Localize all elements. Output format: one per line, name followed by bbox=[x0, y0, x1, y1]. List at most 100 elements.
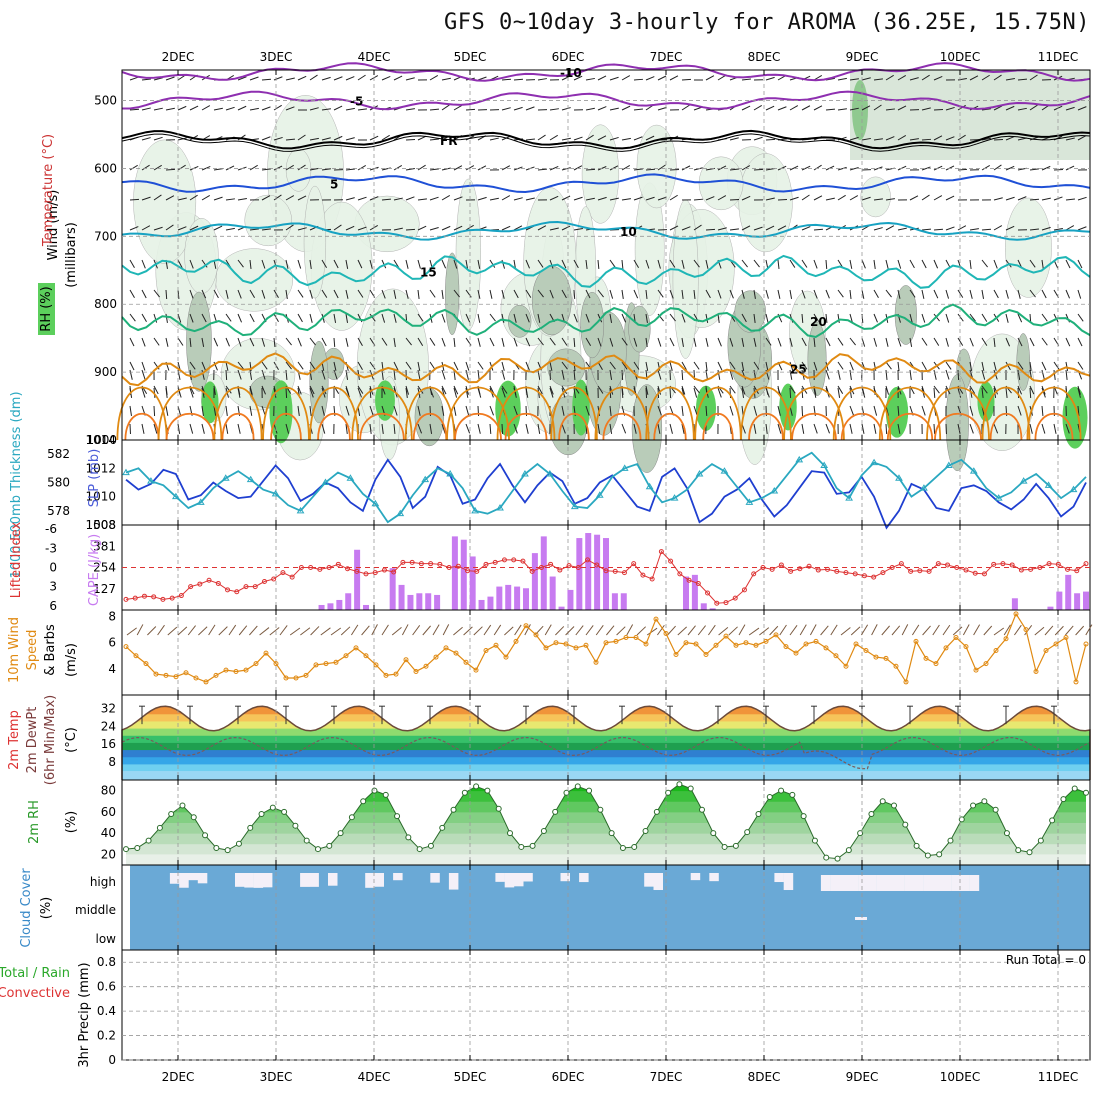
wind-barb bbox=[153, 337, 160, 346]
wind-barb bbox=[933, 387, 936, 399]
wind10-barb bbox=[769, 625, 779, 636]
rh-point bbox=[1026, 849, 1033, 856]
wind-barb bbox=[873, 78, 883, 81]
wind-speed-point bbox=[423, 663, 429, 669]
wind-barb bbox=[837, 289, 844, 298]
wind-barb bbox=[645, 135, 655, 141]
wind-barb bbox=[525, 289, 532, 298]
wind-speed-point bbox=[593, 659, 599, 665]
wind-barb bbox=[837, 369, 841, 380]
date-label-bottom: 10DEC bbox=[940, 1070, 980, 1084]
li-point bbox=[981, 571, 987, 577]
wind-barb bbox=[465, 369, 469, 380]
li-point bbox=[751, 571, 757, 577]
wind-barb bbox=[141, 369, 146, 380]
wind-speed-point bbox=[463, 659, 469, 665]
wind-barb bbox=[345, 168, 355, 171]
wind-barb bbox=[609, 369, 613, 380]
wind-speed-point bbox=[763, 638, 769, 644]
wind-barb bbox=[381, 337, 388, 346]
wind-barb bbox=[357, 337, 363, 347]
rh-point bbox=[823, 854, 830, 861]
wind-barb bbox=[465, 289, 472, 298]
rh-point bbox=[891, 802, 897, 809]
wind-barb bbox=[141, 225, 151, 231]
axis-label-mb: (millibars) bbox=[64, 222, 79, 288]
bl-contour bbox=[981, 386, 1031, 441]
wind-barb bbox=[813, 337, 816, 348]
wind-barb bbox=[309, 387, 314, 398]
wind-barb bbox=[501, 259, 506, 269]
wind-barb bbox=[669, 423, 673, 434]
wind-barb bbox=[837, 385, 844, 394]
thickness-line-point bbox=[171, 492, 180, 500]
wind-barb bbox=[429, 138, 439, 141]
wind-speed-point bbox=[963, 644, 969, 650]
wind-barb bbox=[537, 385, 543, 395]
wind-barb bbox=[825, 423, 830, 434]
wind-barb bbox=[321, 76, 331, 81]
li-point bbox=[511, 557, 517, 563]
wind-barb bbox=[825, 369, 830, 380]
thickness-line-point bbox=[346, 474, 355, 481]
li-point bbox=[972, 570, 978, 576]
wind-barb bbox=[885, 108, 895, 111]
wind-barb bbox=[153, 107, 163, 111]
wind-barb bbox=[645, 337, 648, 347]
wind10-barb bbox=[1054, 625, 1064, 636]
wind-barb bbox=[849, 107, 859, 111]
wind-barb bbox=[513, 78, 524, 81]
wind-barb bbox=[861, 337, 866, 347]
ytick-rh: 60 bbox=[101, 805, 116, 819]
wind-barb bbox=[765, 289, 769, 299]
wind-barb bbox=[1017, 361, 1024, 370]
wind-barb bbox=[741, 165, 751, 171]
axis-label-dewpt: 2m DewPt bbox=[25, 707, 40, 774]
wind-barb bbox=[789, 385, 796, 394]
cape-bar bbox=[549, 576, 556, 610]
rh-area bbox=[269, 380, 293, 444]
wind-speed-point bbox=[913, 638, 919, 644]
wind-barb bbox=[201, 369, 205, 380]
wind-speed-point bbox=[663, 631, 669, 637]
wind-barb bbox=[381, 369, 384, 380]
wind-barb bbox=[249, 337, 255, 347]
wind-barb bbox=[249, 289, 256, 299]
wind-barb bbox=[681, 361, 687, 371]
wind-barb bbox=[465, 361, 470, 371]
wind-barb bbox=[693, 289, 696, 300]
wind10-barb bbox=[728, 626, 738, 636]
wind-speed-point bbox=[1003, 636, 1009, 642]
li-point bbox=[825, 566, 831, 572]
wind-barb bbox=[285, 224, 294, 231]
temp-contour-fr2 bbox=[121, 133, 1091, 152]
wind-barb bbox=[513, 313, 517, 323]
cape-bar bbox=[336, 599, 343, 610]
bl-contour bbox=[404, 386, 456, 441]
wind-barb bbox=[381, 134, 390, 141]
wind-barb bbox=[585, 197, 595, 201]
wind-barb bbox=[849, 259, 853, 269]
wind10-barb bbox=[126, 627, 137, 636]
wind10-barb bbox=[228, 624, 237, 636]
rh-point bbox=[484, 787, 491, 794]
ytick-temp: 24 bbox=[101, 719, 116, 733]
li-point bbox=[1074, 568, 1080, 574]
rh-band bbox=[126, 822, 1086, 834]
wind-barb bbox=[849, 78, 859, 81]
wind-barb bbox=[981, 361, 985, 371]
wind-barb bbox=[273, 337, 276, 348]
wind-speed-point bbox=[353, 645, 359, 651]
wind-barb bbox=[345, 289, 349, 299]
wind-barb bbox=[405, 337, 412, 346]
wind-barb bbox=[189, 337, 192, 348]
wind-barb bbox=[297, 195, 307, 201]
li-point bbox=[1009, 562, 1015, 568]
date-label-top: 9DEC bbox=[846, 50, 879, 64]
wind-speed-point bbox=[413, 668, 419, 674]
wind-speed-point bbox=[933, 661, 939, 667]
rh-point bbox=[315, 846, 321, 853]
li-point bbox=[963, 567, 969, 573]
wind-barb bbox=[333, 289, 339, 299]
wind-speed-line bbox=[125, 612, 1087, 684]
